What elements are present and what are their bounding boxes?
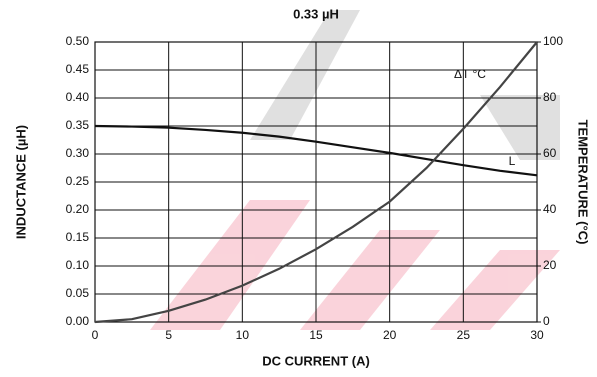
plot-frame [94,41,538,323]
series-line [94,41,538,324]
x-tick-label: 5 [165,328,172,342]
series-label: ΔT °C [454,67,486,81]
y-tick-label: 0.35 [66,118,90,132]
y2-tick-label: 80 [543,90,557,104]
series-label: L [509,154,516,168]
y-tick-label: 0.15 [66,230,90,244]
x-tick-label: 30 [530,328,544,342]
y-tick-label: 0.10 [66,258,90,272]
y-tick-label: 0.20 [66,202,90,216]
y-axis-title: INDUCTANCE (µH) [13,125,28,239]
y2-tick-label: 40 [543,202,557,216]
y-tick-label: 0.05 [66,286,90,300]
y-tick-label: 0.00 [66,314,90,328]
y-tick-label: 0.40 [66,90,90,104]
x-tick-label: 15 [309,328,323,342]
y-tick-label: 0.45 [66,62,90,76]
y-tick-label: 0.50 [66,34,90,48]
x-axis-title: DC CURRENT (A) [262,353,370,368]
series-line [94,124,538,177]
y-tick-label: 0.25 [66,174,90,188]
y2-tick-label: 20 [543,258,557,272]
x-tick-label: 10 [236,328,250,342]
watermark [150,10,560,330]
chart-title: 0.33 µH [293,6,339,21]
y-tick-label: 0.30 [66,146,90,160]
y2-tick-label: 60 [543,146,557,160]
y2-tick-label: 0 [543,314,550,328]
x-tick-label: 20 [383,328,397,342]
x-tick-label: 25 [457,328,471,342]
y2-axis-title: TEMPERATURE (°C) [576,120,591,245]
y2-tick-label: 100 [543,34,563,48]
x-tick-label: 0 [92,328,99,342]
